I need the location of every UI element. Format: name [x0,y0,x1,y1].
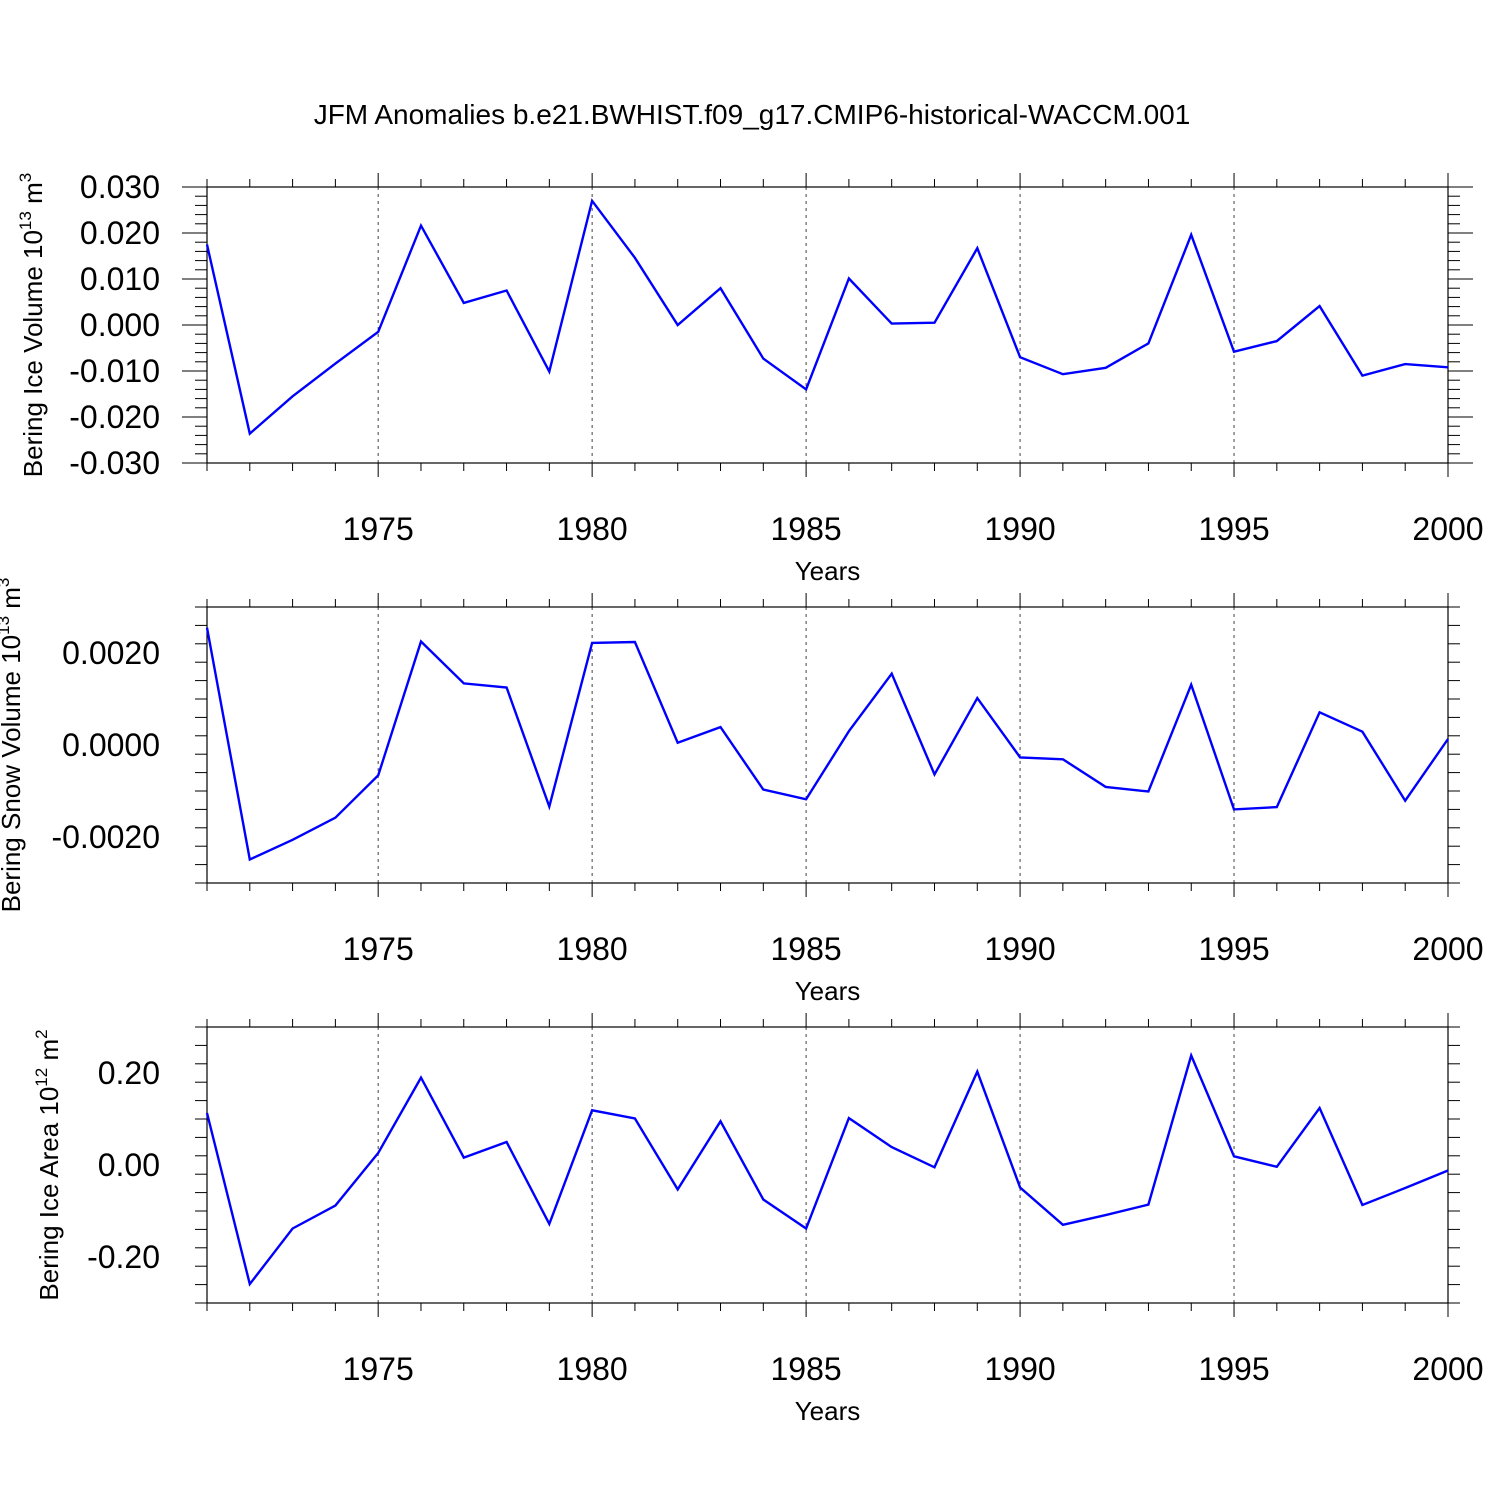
y-axis-label-text: Bering Snow Volume 10 [0,635,26,913]
series-line [205,198,1449,436]
y-tick-label: -0.20 [87,1239,160,1275]
x-tick-label: 1975 [343,931,414,967]
y-axis-label-unit-exponent: 3 [16,173,35,182]
y-tick-label: 0.020 [80,215,160,251]
y-axis-label: Bering Ice Volume 1013 m3 [16,173,48,477]
y-tick-label: 0.00 [98,1147,160,1183]
y-tick-label: 0.010 [80,261,160,297]
chart-panels: -0.030 -0.020 -0.010 0.000 0.010 0.020 0.030 19… [0,169,1484,1426]
x-tick-label: 2000 [1412,1351,1483,1387]
series-line [205,1051,1449,1287]
x-tick-label: 1980 [557,511,628,547]
y-axis-label-exponent: 13 [0,616,13,635]
y-tick-label: -0.030 [69,445,160,481]
plot-frame [206,1026,1449,1304]
x-axis-label: Years [795,556,861,586]
y-tick-label: -0.0020 [51,819,160,855]
x-tick-label: 1975 [343,511,414,547]
y-axis-label-unit: m [18,182,48,211]
x-tick-label: 1985 [771,931,842,967]
plot-frame [206,606,1449,884]
x-axis-label: Years [795,976,861,1006]
y-tick-label: 0.030 [80,169,160,205]
chart-title: JFM Anomalies b.e21.BWHIST.f09_g17.CMIP6… [314,99,1191,130]
plot-frame [206,186,1449,464]
x-tick-label: 2000 [1412,511,1483,547]
y-axis-label-text: Bering Ice Area 10 [34,1087,64,1301]
y-axis-label-exponent: 13 [16,211,35,230]
x-axis-label: Years [795,1396,861,1426]
y-axis-label: Bering Ice Area 1012 m2 [32,1029,64,1300]
y-tick-label: 0.000 [80,307,160,343]
chart-panel-1: -0.030 -0.020 -0.010 0.000 0.010 0.020 0.030 19… [16,169,1484,586]
chart-panel-3: -0.20 0.00 0.20 1975 1980 1985 1990 1995 2000 Yea… [32,1013,1484,1426]
series-line [205,627,1449,862]
x-tick-label: 1995 [1198,1351,1269,1387]
y-axis-label-unit-exponent: 3 [0,578,13,587]
x-tick-label: 2000 [1412,931,1483,967]
x-tick-label: 1985 [771,1351,842,1387]
x-tick-label: 1990 [984,1351,1055,1387]
x-tick-label: 1995 [1198,511,1269,547]
y-axis-label-unit: m [34,1039,64,1068]
y-tick-label: -0.020 [69,399,160,435]
y-axis-label-text: Bering Ice Volume 10 [18,230,48,477]
x-tick-label: 1990 [984,931,1055,967]
y-tick-label: -0.010 [69,353,160,389]
y-tick-label: 0.20 [98,1055,160,1091]
chart-panel-2: -0.0020 0.0000 0.0020 1975 1980 1985 1990 1995 2… [0,578,1484,1006]
y-axis-label-unit-exponent: 2 [32,1029,51,1038]
x-tick-label: 1985 [771,511,842,547]
y-axis-label: Bering Snow Volume 1013 m3 [0,578,26,913]
x-tick-label: 1980 [557,931,628,967]
y-axis-label-exponent: 12 [32,1068,51,1087]
y-axis-label-unit: m [0,587,26,616]
y-tick-label: 0.0000 [62,727,160,763]
x-tick-label: 1990 [984,511,1055,547]
x-tick-label: 1980 [557,1351,628,1387]
y-tick-label: 0.0020 [62,635,160,671]
x-tick-label: 1975 [343,1351,414,1387]
x-tick-label: 1995 [1198,931,1269,967]
